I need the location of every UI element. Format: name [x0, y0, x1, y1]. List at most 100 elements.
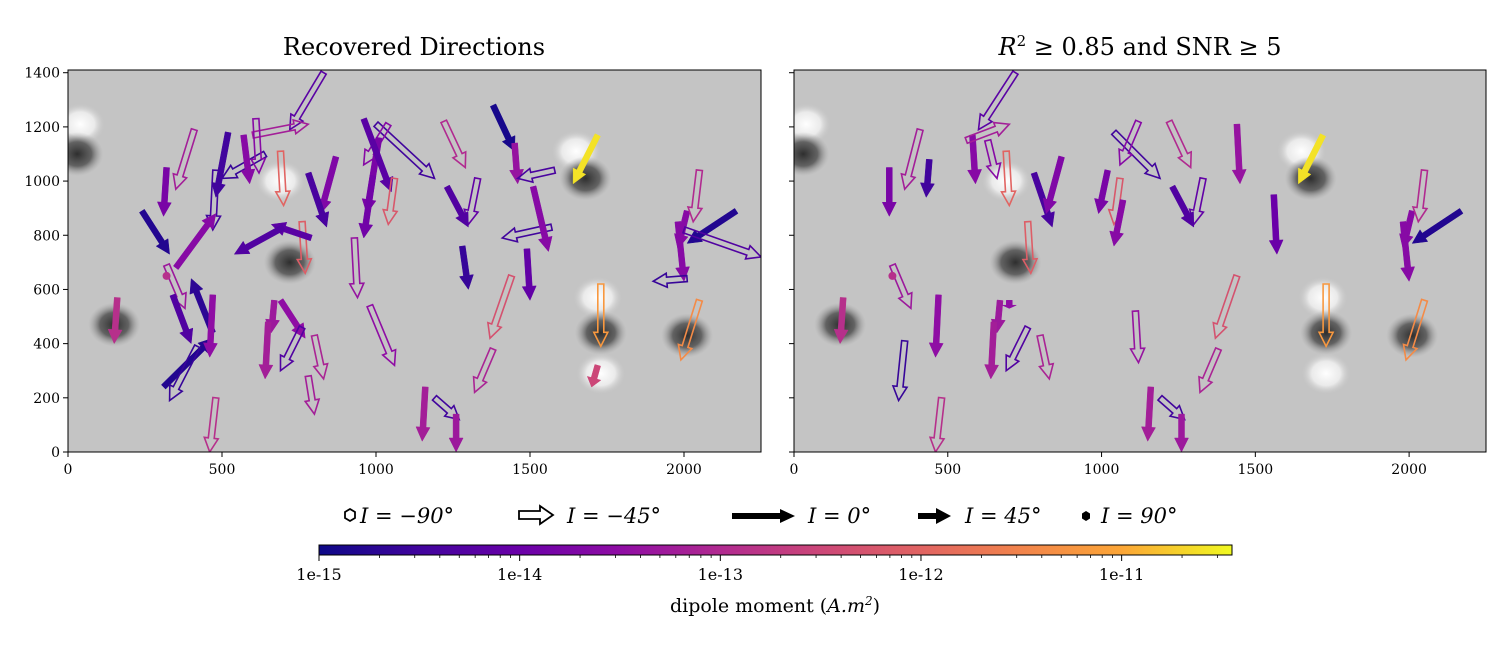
x-tick-label: 1000 — [1084, 462, 1120, 478]
legend-label-minus90: I = −90° — [359, 504, 454, 528]
dipole-arrow — [1169, 184, 1195, 228]
dipole-arrow — [881, 167, 897, 217]
y-tick-label: 1400 — [24, 66, 60, 82]
colorbar-label-close: ) — [873, 595, 880, 617]
source-blob — [1284, 156, 1337, 201]
panel-title-right: R2 ≥ 0.85 and SNR ≥ 5 — [998, 32, 1282, 61]
dipole-arrow-hollow — [472, 346, 497, 395]
legend-label-45: I = 45° — [964, 504, 1041, 528]
dipole-arrow-hollow — [372, 120, 436, 180]
dipole-arrow-hollow — [205, 169, 222, 232]
legend-hollow-hex-icon — [344, 507, 356, 523]
source-blob — [661, 313, 714, 358]
dipole-arrows-right — [833, 70, 1464, 452]
dipole-arrow — [674, 221, 690, 282]
dipole-arrow-hollow — [431, 394, 461, 421]
panel-title-left: Recovered Directions — [283, 33, 545, 61]
dipole-arrow — [139, 208, 170, 255]
dipole-arrow — [521, 248, 537, 301]
dipole-arrow-hollow — [203, 396, 220, 452]
dipole-arrow — [211, 131, 232, 198]
dipole-arrow — [529, 185, 553, 253]
x-tick-label: 1000 — [358, 462, 394, 478]
dipole-arrow-hollow — [1036, 333, 1055, 381]
x-tick-label: 0 — [64, 462, 73, 478]
dipole-arrow — [920, 158, 935, 198]
dipole-arrow-hollow — [1411, 169, 1429, 224]
source-blob — [68, 131, 104, 176]
source-blob — [263, 240, 316, 285]
dipole-arrow — [258, 321, 274, 380]
colorbar-tick-label: 1e-15 — [296, 565, 341, 584]
title-r-exponent: 2 — [1017, 32, 1027, 50]
dipole-arrow-hollow — [348, 236, 366, 300]
dipole-arrow-hollow — [983, 138, 1002, 181]
dipole-arrows-left — [107, 70, 761, 452]
dipole-arrow-hollow — [1198, 346, 1223, 395]
dipole-arrow-hollow — [439, 119, 467, 170]
x-tick-label: 1500 — [1238, 462, 1274, 478]
dipole-arrow — [572, 133, 601, 185]
dipole-arrow — [1042, 155, 1065, 215]
dipole-arrow-hollow — [891, 339, 909, 403]
dipole-arrow-hollow — [900, 127, 924, 191]
source-blob — [1300, 351, 1353, 396]
dipole-arrow — [928, 294, 944, 358]
panel-right: R2 ≥ 0.85 and SNR ≥ 5 0 500 1000 1500 2000 — [789, 32, 1487, 478]
dipole-arrow-hollow — [964, 121, 1011, 145]
dipole-arrow — [1094, 169, 1111, 215]
x-ticks-left: 0 500 1000 1500 2000 — [64, 452, 702, 478]
dipole-arrow-hollow — [592, 283, 610, 349]
source-blob — [1300, 310, 1353, 355]
dipole-arrow — [1141, 386, 1156, 442]
source-blob — [980, 159, 1033, 204]
dipole-arrow — [443, 184, 469, 228]
dipole-arrow-hollow — [168, 343, 202, 403]
title-r-symbol: R — [998, 33, 1017, 61]
dipole-arrow — [173, 213, 217, 270]
x-tick-label: 0 — [790, 462, 799, 478]
plot-background-right — [794, 70, 1486, 452]
dipole-arrow-hollow — [362, 121, 392, 167]
dipole-arrow — [1109, 199, 1127, 247]
source-blob — [794, 131, 830, 176]
x-tick-label: 1500 — [512, 462, 548, 478]
dipole-arrow-hollow — [515, 166, 557, 184]
y-tick-label: 800 — [33, 228, 60, 244]
x-tick-label: 2000 — [1391, 462, 1427, 478]
source-blob — [1386, 313, 1439, 358]
dipole-arrow-hollow — [1156, 394, 1186, 421]
dipole-arrow — [1174, 413, 1189, 452]
dipole-arrow — [459, 245, 474, 290]
y-ticks-left: 0 200 400 600 800 1000 1200 1400 — [24, 66, 68, 461]
colorbar-label-text: dipole moment ( — [670, 595, 827, 617]
dipole-arrow-hollow — [279, 324, 306, 373]
x-tick-label: 2000 — [666, 462, 702, 478]
dipole-arrow-hollow — [382, 177, 399, 227]
colorbar-tick-label: 1e-14 — [497, 565, 542, 584]
dipole-arrow-hollow — [1129, 310, 1146, 365]
y-ticks-right — [789, 72, 794, 453]
dipole-arrow — [1268, 194, 1284, 255]
dipole-arrow — [1298, 133, 1327, 185]
source-blob — [574, 310, 627, 355]
dipole-arrow-hollow — [274, 150, 292, 208]
legend-short-arrow-icon — [918, 508, 951, 524]
dipole-arrow — [1002, 300, 1017, 309]
dipole-arrow-hollow — [1021, 220, 1039, 275]
dipole-dot — [162, 271, 171, 280]
dipole-arrow — [360, 117, 394, 193]
dipole-arrow-hollow — [303, 374, 321, 416]
title-r-rest: ≥ 0.85 and SNR ≥ 5 — [1026, 33, 1281, 61]
x-tick-label: 500 — [209, 462, 236, 478]
dipole-arrow-hollow — [1317, 283, 1335, 349]
dipole-arrow-hollow — [1402, 298, 1429, 362]
colorbar-label-units: A.m — [825, 595, 865, 617]
dipole-arrow-hollow — [1212, 273, 1241, 340]
dipole-arrow-hollow — [288, 70, 328, 132]
legend-hollow-arrow-icon — [518, 504, 555, 526]
legend-long-arrow-icon — [732, 509, 795, 523]
dipole-dot — [888, 271, 897, 280]
source-blob — [574, 351, 627, 396]
